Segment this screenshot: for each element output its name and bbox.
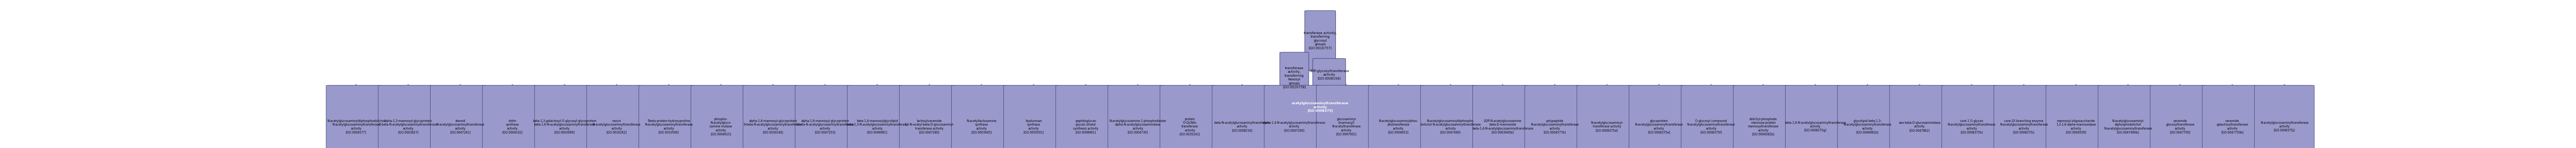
Text: hyaluronan
synthase
activity
[GO:0050501]: hyaluronan synthase activity [GO:0050501… <box>1023 119 1043 134</box>
FancyBboxPatch shape <box>379 85 438 148</box>
FancyBboxPatch shape <box>848 85 907 148</box>
Text: N-acetylglucosaminyl-
diphosphodolichol
N-acetylglucosaminyltransferase
[GO:0047: N-acetylglucosaminyl- diphosphodolichol … <box>2105 119 2151 134</box>
FancyBboxPatch shape <box>1005 85 1064 148</box>
Text: chitin
synthase
activity
[GO:0004102]: chitin synthase activity [GO:0004102] <box>502 119 523 134</box>
Text: N-acetylglucosaminyltransferase
activity
[GO:0008375j]: N-acetylglucosaminyltransferase activity… <box>2259 121 2308 132</box>
Text: alpha-1,6-mannosyl-glycoprotein
4-beta-N-acetylglucosaminyltransferase
activity
: alpha-1,6-mannosyl-glycoprotein 4-beta-N… <box>796 119 855 134</box>
Text: UDP-glycosyltransferase
activity
[GO:0008194]: UDP-glycosyltransferase activity [GO:000… <box>1309 69 1350 80</box>
Text: beta-1,6-N-acetylglucosaminyltransferase
activity
[GO:0008375g]: beta-1,6-N-acetylglucosaminyltransferase… <box>1785 121 1847 132</box>
FancyBboxPatch shape <box>1314 58 1345 91</box>
Text: beta-1,4-mannosylglycolipid
beta-1,3-N-acetylglucosaminyltransferase
activity
[G: beta-1,4-mannosylglycolipid beta-1,3-N-a… <box>848 119 907 134</box>
FancyBboxPatch shape <box>951 85 1012 148</box>
FancyBboxPatch shape <box>1056 85 1115 148</box>
FancyBboxPatch shape <box>1303 11 1337 71</box>
Text: protein
O-GlcNAc
transferase
activity
[GO:0035241]: protein O-GlcNAc transferase activity [G… <box>1180 117 1200 136</box>
FancyBboxPatch shape <box>2254 85 2313 148</box>
FancyBboxPatch shape <box>2151 85 2210 148</box>
FancyBboxPatch shape <box>1628 85 1690 148</box>
Text: steroid
N-acetylglucosaminyltransferase
activity
[GO:0047261]: steroid N-acetylglucosaminyltransferase … <box>435 119 484 134</box>
FancyBboxPatch shape <box>1785 85 1844 148</box>
FancyBboxPatch shape <box>1525 85 1584 148</box>
FancyBboxPatch shape <box>796 85 855 148</box>
FancyBboxPatch shape <box>587 85 647 148</box>
Text: core 1 O-glycan
N-acetylglucosaminyltransferase
activity
[GO:0008375h]: core 1 O-glycan N-acetylglucosaminyltran… <box>1947 119 1996 134</box>
Text: glycolipid beta-1,3-
N-acetylglucosaminyltransferase
activity
[GO:0046981b]: glycolipid beta-1,3- N-acetylglucosaminy… <box>1844 119 1891 134</box>
FancyBboxPatch shape <box>1473 85 1533 148</box>
FancyBboxPatch shape <box>1265 85 1324 148</box>
FancyBboxPatch shape <box>2202 85 2262 148</box>
Text: acetylglucosaminyltransferase
activity
[GO:0008375]: acetylglucosaminyltransferase activity [… <box>1291 102 1350 113</box>
Text: exo-beta-D-glucosaminidase
activity
[GO:0047862]: exo-beta-D-glucosaminidase activity [GO:… <box>1899 121 1940 132</box>
FancyBboxPatch shape <box>1213 85 1273 148</box>
Text: 5beta-protein-hydroxyproline
N-acetylglucosaminyltransferase
activity
[GO:003359: 5beta-protein-hydroxyproline N-acetylglu… <box>644 119 693 134</box>
Text: alpha-1,4-N-acetylglucosaminyltransferase
activity
[GO:0047290]: alpha-1,4-N-acetylglucosaminyltransferas… <box>1262 121 1327 132</box>
FancyBboxPatch shape <box>690 85 750 148</box>
FancyBboxPatch shape <box>2045 85 2105 148</box>
Text: O-glycosyl compound
N-acetylglucosaminyltransferase
activity
[GO:0008375f]: O-glycosyl compound N-acetylglucosaminyl… <box>1687 119 1736 134</box>
Text: beta-N-acetylglucosaminyltransferase
activity
[GO:0008216]: beta-N-acetylglucosaminyltransferase act… <box>1213 121 1270 132</box>
FancyBboxPatch shape <box>899 85 958 148</box>
Text: glucosaminyl
(mannosyl)
N-acetyltransferase
activity
[GO:0097001]: glucosaminyl (mannosyl) N-acetyltransfer… <box>1332 117 1360 136</box>
FancyBboxPatch shape <box>430 85 489 148</box>
FancyBboxPatch shape <box>1891 85 1950 148</box>
Text: N-acetylglucosaminyldiphosphodolichol
N-acetylglucosaminyltransferase
activity
[: N-acetylglucosaminyldiphosphodolichol N-… <box>327 119 384 134</box>
Text: ceramide
glucosyltransferase
activity
[GO:0047750]: ceramide glucosyltransferase activity [G… <box>2166 119 2195 134</box>
FancyBboxPatch shape <box>1837 85 1899 148</box>
Text: transferase
activity,
transferring
hexosyl
groups
[GO:0016758]: transferase activity, transferring hexos… <box>1283 67 1306 89</box>
Text: ceramide
galactosyltransferase
activity
[GO:0047750b]: ceramide galactosyltransferase activity … <box>2215 119 2249 134</box>
Text: lactosylceramide
1,3-N-acetyl-beta-D-glucosaminyl-
transferase activity
[GO:0047: lactosylceramide 1,3-N-acetyl-beta-D-glu… <box>904 119 953 134</box>
Text: core-2/I branching enzyme
N-acetylglucosaminyltransferase
activity
[GO:0008375i]: core-2/I branching enzyme N-acetylglucos… <box>1999 119 2048 134</box>
Text: phospho-
N-acetylgluco-
samine mutase
activity
[GO:0004615]: phospho- N-acetylgluco- samine mutase ac… <box>708 117 732 136</box>
FancyBboxPatch shape <box>536 85 595 148</box>
Text: N-acetylglucosamine-1-phosphodiester
alpha-N-acetylglucosaminidase
activity
[GO:: N-acetylglucosamine-1-phosphodiester alp… <box>1110 119 1167 134</box>
Text: N-acetylglucosaminyldiphospho-
dolichol N-acetylglucosaminyltransferase
activity: N-acetylglucosaminyldiphospho- dolichol … <box>1419 119 1481 134</box>
FancyBboxPatch shape <box>2097 85 2159 148</box>
FancyBboxPatch shape <box>1316 85 1376 148</box>
Text: N-acetylglucosaminylphos-
photransferase
activity
[GO:0004653]: N-acetylglucosaminylphos- photransferase… <box>1378 119 1417 134</box>
Text: beta-1,3-galactosyl-O-glycosyl-glycoprotein
beta-1,6-N-acetylglucosaminyltransfe: beta-1,3-galactosyl-O-glycosyl-glycoprot… <box>533 119 595 134</box>
FancyBboxPatch shape <box>1942 85 2002 148</box>
FancyBboxPatch shape <box>482 85 544 148</box>
Text: mannosyl-oligosaccharide
1,3-1,6-alpha-mannosidase
activity
[GO:0004559]: mannosyl-oligosaccharide 1,3-1,6-alpha-m… <box>2056 119 2097 134</box>
FancyBboxPatch shape <box>1280 52 1309 103</box>
Text: glycoprotein
N-acetylglucosaminyltransferase
activity
[GO:0008375e]: glycoprotein N-acetylglucosaminyltransfe… <box>1636 119 1682 134</box>
FancyBboxPatch shape <box>1682 85 1741 148</box>
Text: polypeptide
N-acetylglucosaminyltransferase
activity
[GO:0004577b]: polypeptide N-acetylglucosaminyltransfer… <box>1530 119 1579 134</box>
Text: dolichyl-phosphate
mannose-protein
mannosyltransferase
activity
[GO:0004582b]: dolichyl-phosphate mannose-protein manno… <box>1747 117 1777 136</box>
Text: alpha-1,3-mannosyl-glycoprotein
2-beta-N-acetylglucosaminyltransferase
activity
: alpha-1,3-mannosyl-glycoprotein 2-beta-N… <box>379 119 438 134</box>
Text: peptidoglycan
glycan strand
synthesis activity
[GO:0008961]: peptidoglycan glycan strand synthesis ac… <box>1074 119 1097 134</box>
FancyBboxPatch shape <box>1734 85 1793 148</box>
FancyBboxPatch shape <box>1159 85 1221 148</box>
Text: N-acetyllactosamine
synthase
activity
[GO:0003945]: N-acetyllactosamine synthase activity [G… <box>966 119 997 134</box>
FancyBboxPatch shape <box>1108 85 1167 148</box>
FancyBboxPatch shape <box>742 85 804 148</box>
FancyBboxPatch shape <box>1994 85 2053 148</box>
FancyBboxPatch shape <box>1303 90 1337 125</box>
Text: UDP-N-acetylglucosamine:
beta-D-mannoside
beta-1,4-N-acetylglucosaminyltransfera: UDP-N-acetylglucosamine: beta-D-mannosid… <box>1471 119 1533 134</box>
Text: transferase activity,
transferring
glycosyl
groups
[GO:0016757]: transferase activity, transferring glyco… <box>1303 31 1337 50</box>
FancyBboxPatch shape <box>639 85 698 148</box>
FancyBboxPatch shape <box>1368 85 1427 148</box>
Text: alpha-1,6-mannosyl-glycoprotein
6-beta-N-acetylglucosaminyltransferase
activity
: alpha-1,6-mannosyl-glycoprotein 6-beta-N… <box>744 119 801 134</box>
FancyBboxPatch shape <box>1577 85 1636 148</box>
Text: mucin
N-acetylglucosaminyltransferase
activity
[GO:0016262]: mucin N-acetylglucosaminyltransferase ac… <box>592 119 641 134</box>
FancyBboxPatch shape <box>327 85 386 148</box>
FancyBboxPatch shape <box>1419 85 1481 148</box>
Text: N-acetylglucosaminyl-
transferase activity
[GO:0008375d]: N-acetylglucosaminyl- transferase activi… <box>1589 121 1623 132</box>
